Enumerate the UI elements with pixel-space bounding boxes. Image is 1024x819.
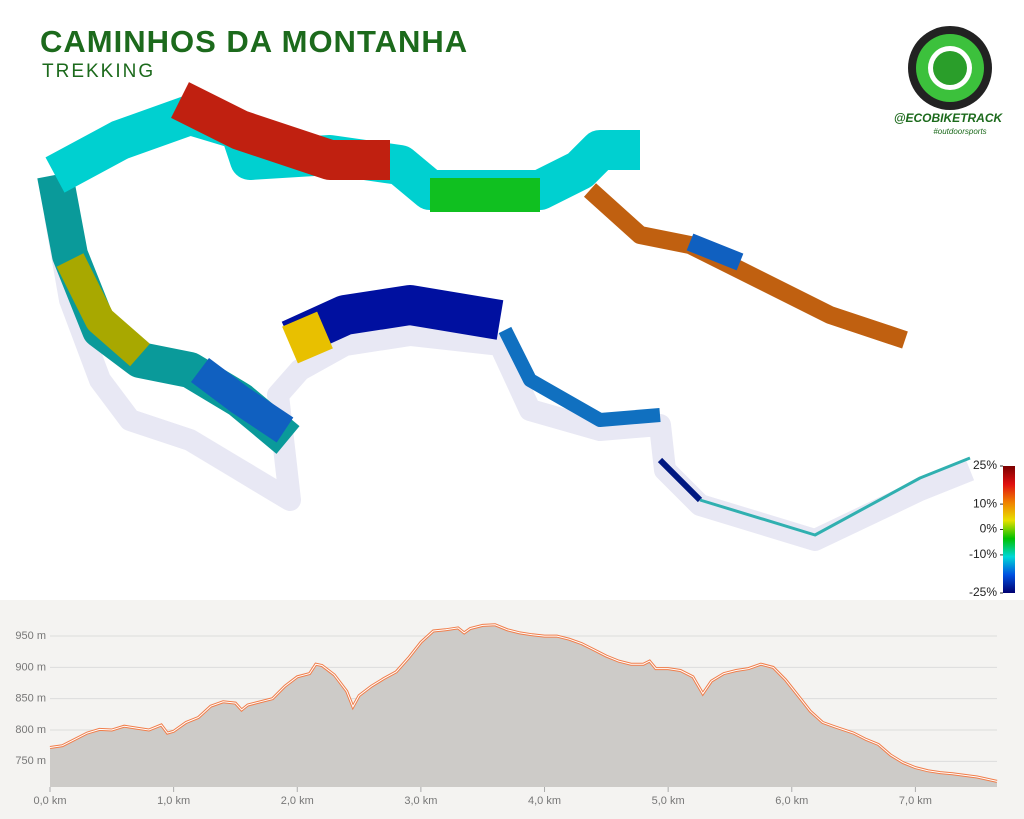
x-tick-label: 3,0 km: [404, 795, 437, 807]
logo: @ECOBIKETRACK #outdoorsports: [894, 26, 1004, 136]
logo-rider: [933, 51, 967, 85]
elevation-line-core: [49, 624, 998, 782]
x-tick-label: 7,0 km: [899, 795, 932, 807]
y-tick-label: 800 m: [15, 724, 46, 736]
x-tick-label: 5,0 km: [652, 795, 685, 807]
x-tick-label: 1,0 km: [157, 795, 190, 807]
y-tick-label: 900 m: [15, 661, 46, 673]
subtitle: TREKKING: [42, 61, 155, 82]
y-tick-label: 750 m: [15, 755, 46, 767]
colorbar-label: 25%: [973, 458, 997, 472]
title: CAMINHOS DA MONTANHA: [40, 24, 468, 59]
colorbar-label: 10%: [973, 496, 997, 510]
logo-tag: #outdoorsports: [933, 127, 986, 136]
x-tick-label: 4,0 km: [528, 795, 561, 807]
colorbar-label: -25%: [969, 585, 997, 599]
y-tick-label: 850 m: [15, 693, 46, 705]
logo-handle: @ECOBIKETRACK: [894, 111, 1004, 125]
x-tick-label: 2,0 km: [281, 795, 314, 807]
x-tick-label: 0,0 km: [33, 795, 66, 807]
x-tick-label: 6,0 km: [775, 795, 808, 807]
route-3d: [37, 82, 975, 551]
colorbar-label: 0%: [980, 522, 998, 536]
colorbar: [1003, 466, 1015, 593]
colorbar-label: -10%: [969, 547, 997, 561]
y-tick-label: 950 m: [15, 630, 46, 642]
